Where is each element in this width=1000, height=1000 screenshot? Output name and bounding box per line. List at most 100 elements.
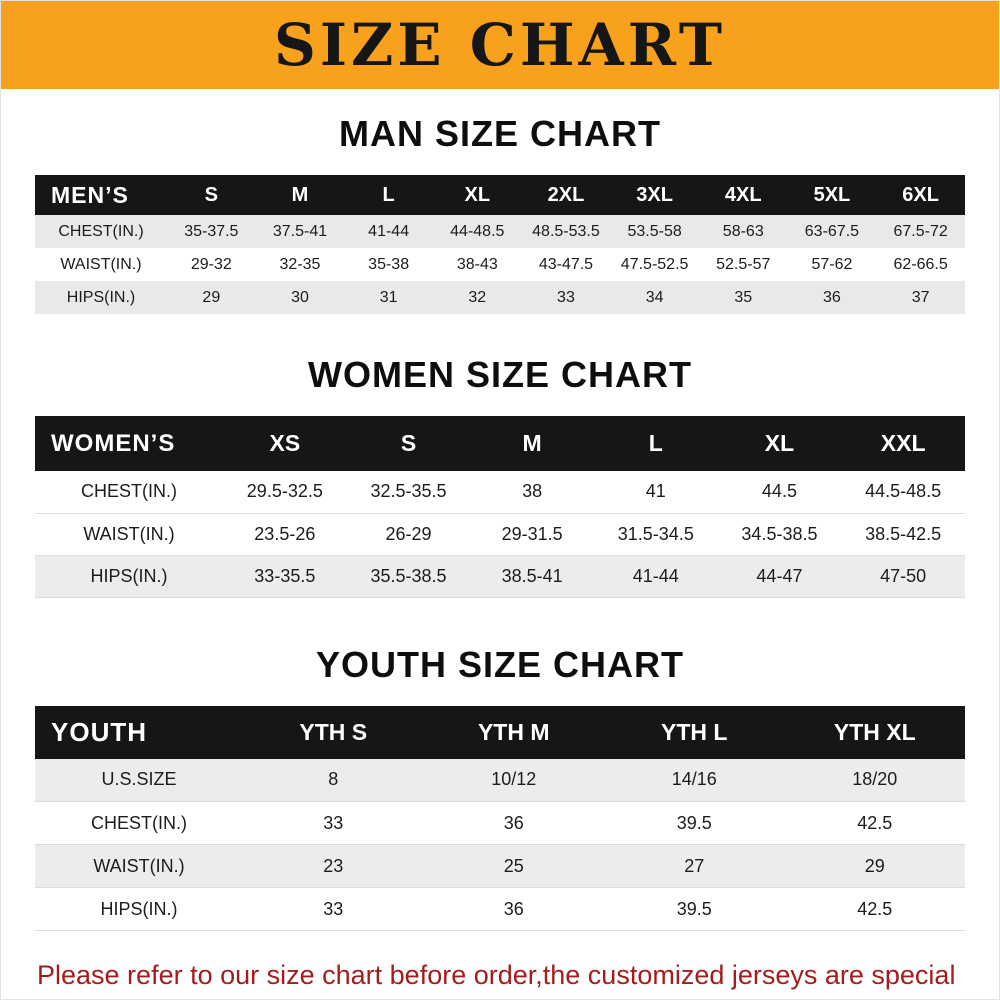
table-row: HIPS(IN.) 33 36 39.5 42.5 [35, 887, 965, 931]
youth-size-table: YOUTH YTH S YTH M YTH L YTH XL U.S.SIZE 8 10/12… [35, 705, 965, 931]
size-value-cell: 35.5-38.5 [346, 555, 471, 598]
men-size-chart-section: MAN SIZE CHART MEN’S S M L XL 2XL 3XL 4XL 5XL 6XL… [1, 113, 999, 314]
size-column-header: YTH L [604, 705, 785, 759]
measurement-row-label: HIPS(IN.) [35, 887, 243, 931]
women-size-chart-section: WOMEN SIZE CHART WOMEN’S XS S M L XL XXL CHEST(… [1, 354, 999, 598]
size-column-header: 6XL [876, 175, 965, 215]
size-value-cell: 52.5-57 [716, 255, 771, 273]
size-column-header: M [470, 416, 594, 471]
table-title-cell: MEN’S [35, 175, 167, 215]
size-value-cell: 41 [593, 471, 718, 514]
size-column-header: YTH XL [784, 705, 965, 759]
main-banner: SIZE CHART [1, 1, 999, 89]
size-value-cell: 47-50 [841, 555, 965, 598]
size-value-cell: 23 [243, 844, 424, 888]
size-column-header: L [344, 175, 433, 215]
men-size-table: MEN’S S M L XL 2XL 3XL 4XL 5XL 6XL CHEST(IN.) 35-37… [35, 175, 965, 314]
youth-size-chart-section: YOUTH SIZE CHART YOUTH YTH S YTH M YTH L YTH… [1, 643, 999, 931]
size-value-cell: 44-47 [717, 555, 842, 598]
size-column-header: 3XL [610, 175, 699, 215]
size-value-cell: 27 [604, 844, 785, 888]
measurement-row-label: WAIST(IN.) [35, 844, 243, 888]
size-value-cell: 25 [423, 844, 604, 888]
women-size-table: WOMEN’S XS S M L XL XXL CHEST(IN.) 29.5-32.5 32.5… [35, 416, 965, 598]
size-value-cell: 29-32 [190, 255, 232, 273]
size-value-cell: 47.5-52.5 [620, 255, 689, 273]
size-value-cell: 14/16 [604, 758, 785, 802]
size-value-cell: 39.5 [604, 801, 785, 845]
table-header-row: YOUTH YTH S YTH M YTH L YTH XL [35, 705, 965, 759]
size-value-cell: 35-37.5 [184, 222, 239, 240]
size-value-cell: 58-63 [722, 222, 764, 240]
measurement-row-label: CHEST(IN.) [58, 222, 144, 240]
size-value-cell: 30 [291, 288, 309, 306]
size-value-cell: 26-29 [346, 513, 471, 556]
table-title-cell: YOUTH [35, 705, 243, 759]
table-row: CHEST(IN.) 35-37.5 37.5-41 41-44 44-48.5 48.5… [35, 215, 965, 248]
size-value-cell: 36 [823, 288, 841, 306]
table-title-cell: WOMEN’S [35, 416, 223, 471]
size-value-cell: 37 [911, 288, 930, 306]
size-value-cell: 36 [423, 887, 604, 931]
table-row: WAIST(IN.) 23.5-26 26-29 29-31.5 31.5-34.5 34… [35, 513, 965, 556]
size-value-cell: 29-31.5 [470, 513, 594, 556]
size-value-cell: 41-44 [368, 222, 410, 240]
table-row: U.S.SIZE 8 10/12 14/16 18/20 [35, 758, 965, 802]
measurement-row-label: WAIST(IN.) [35, 513, 223, 556]
size-column-header: YTH M [423, 705, 604, 759]
measurement-row-label: HIPS(IN.) [35, 555, 223, 598]
men-section-heading: MAN SIZE CHART [339, 113, 661, 154]
size-value-cell: 44-48.5 [450, 222, 505, 240]
page-title: SIZE CHART [273, 11, 727, 79]
size-value-cell: 29 [202, 288, 221, 306]
size-value-cell: 29.5-32.5 [223, 471, 347, 514]
size-column-header: XL [432, 175, 522, 215]
size-value-cell: 38.5-41 [470, 555, 594, 598]
table-header-row: MEN’S S M L XL 2XL 3XL 4XL 5XL 6XL [35, 175, 965, 215]
size-value-cell: 39.5 [604, 887, 785, 931]
size-value-cell: 38-43 [456, 255, 498, 273]
table-row: CHEST(IN.) 33 36 39.5 42.5 [35, 801, 965, 845]
size-value-cell: 37.5-41 [272, 222, 328, 240]
size-value-cell: 33 [243, 801, 424, 845]
table-header-row: WOMEN’S XS S M L XL XXL [35, 416, 965, 471]
size-value-cell: 36 [423, 801, 604, 845]
size-value-cell: 35-38 [368, 255, 410, 273]
measurement-row-label: HIPS(IN.) [66, 288, 136, 306]
size-value-cell: 18/20 [784, 758, 965, 802]
size-column-header: YTH S [243, 705, 424, 759]
table-row: WAIST(IN.) 23 25 27 29 [35, 844, 965, 888]
measurement-row-label: U.S.SIZE [35, 758, 243, 802]
size-value-cell: 41-44 [593, 555, 718, 598]
table-row: WAIST(IN.) 29-32 32-35 35-38 38-43 43-47.5 47.… [35, 248, 965, 281]
measurement-row-label: CHEST(IN.) [35, 801, 243, 845]
size-column-header: XS [223, 416, 347, 471]
size-value-cell: 10/12 [423, 758, 604, 802]
size-column-header: XL [717, 416, 842, 471]
youth-section-heading: YOUTH SIZE CHART [315, 643, 684, 685]
size-value-cell: 32-35 [279, 255, 321, 273]
size-value-cell: 8 [243, 758, 424, 802]
size-value-cell: 57-62 [811, 255, 853, 273]
size-value-cell: 53.5-58 [627, 222, 682, 240]
size-value-cell: 63-67.5 [804, 222, 860, 240]
size-value-cell: 62-66.5 [893, 255, 948, 273]
size-value-cell: 29 [784, 844, 965, 888]
size-value-cell: 48.5-53.5 [532, 222, 600, 240]
size-value-cell: 31.5-34.5 [593, 513, 718, 556]
table-row: HIPS(IN.) 33-35.5 35.5-38.5 38.5-41 41-44 44-… [35, 555, 965, 598]
order-notice-line-1: Please refer to our size chart before or… [37, 960, 956, 999]
size-value-cell: 67.5-72 [893, 222, 948, 240]
size-value-cell: 34 [645, 288, 664, 306]
size-column-header: XXL [841, 416, 965, 471]
size-value-cell: 44.5-48.5 [841, 471, 965, 514]
size-column-header: 2XL [521, 175, 611, 215]
size-column-header: S [167, 175, 256, 215]
size-column-header: 5XL [787, 175, 877, 215]
table-row: HIPS(IN.) 29 30 31 32 33 34 35 36 37 [35, 281, 965, 314]
size-column-header: 4XL [698, 175, 788, 215]
size-column-header: M [255, 175, 345, 215]
size-value-cell: 23.5-26 [223, 513, 347, 556]
size-column-header: S [346, 416, 471, 471]
